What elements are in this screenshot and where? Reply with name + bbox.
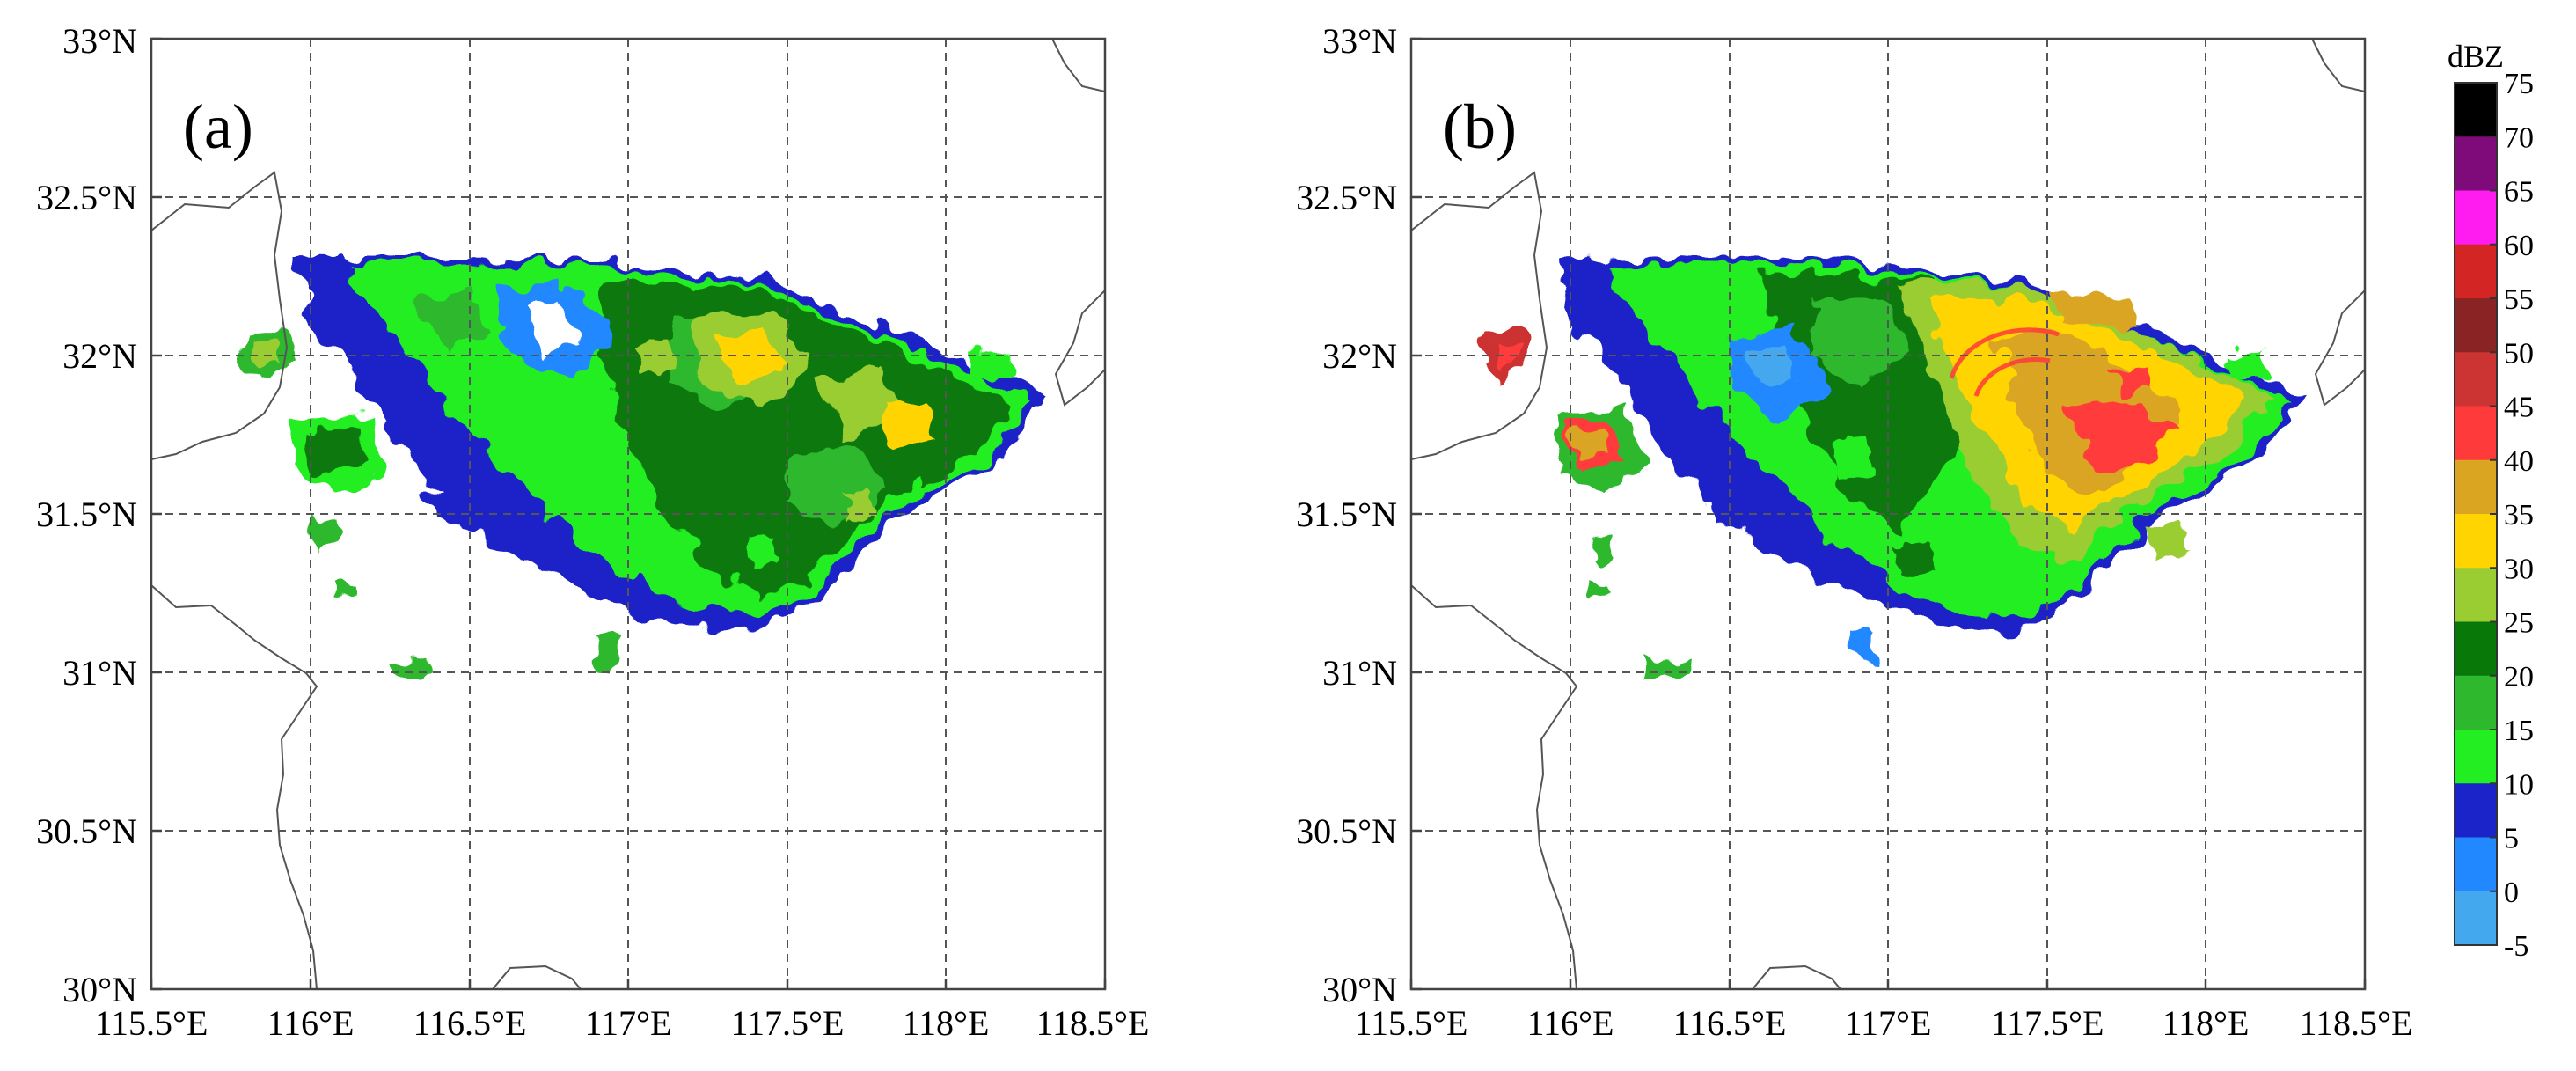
panel-a-xtick: 116°E — [267, 1003, 355, 1043]
colorbar-tick-label: 75 — [2504, 68, 2534, 100]
colorbar-title: dBZ — [2448, 39, 2504, 74]
panel-a: (a) 115.5°E 116°E 116.5°E 117°E 117.5°E … — [36, 21, 1149, 1043]
panel-a-xtick: 116.5°E — [413, 1003, 527, 1043]
colorbar-swatch — [2455, 675, 2497, 730]
panel-a-xtick: 118.5°E — [1036, 1003, 1150, 1043]
panel-a-boundaries — [151, 39, 1105, 989]
colorbar-tick-label: 30 — [2504, 553, 2534, 585]
panel-b-xtick: 118.5°E — [2300, 1003, 2413, 1043]
colorbar-tick-label: 70 — [2504, 121, 2534, 154]
panel-b-boundaries — [1411, 39, 2365, 989]
panel-a-ytick: 32°N — [62, 336, 137, 376]
colorbar-tick-label: 20 — [2504, 661, 2534, 693]
colorbar-swatch — [2455, 190, 2497, 246]
panel-a-xtick: 118°E — [903, 1003, 990, 1043]
colorbar-swatch — [2455, 568, 2497, 622]
colorbar-swatch — [2455, 136, 2497, 191]
panel-a-ytick: 30.5°N — [36, 811, 137, 851]
colorbar-swatch — [2455, 244, 2497, 299]
colorbar-tick-label: 25 — [2504, 607, 2534, 640]
colorbar-tick-label: 0 — [2504, 877, 2519, 909]
colorbar-tick-label: -5 — [2504, 930, 2528, 963]
colorbar-swatch — [2455, 514, 2497, 569]
panel-a-ytick: 30°N — [62, 970, 137, 1009]
colorbar-swatches — [2455, 83, 2497, 946]
colorbar-swatch — [2455, 783, 2497, 838]
panel-b-ytick: 31.5°N — [1296, 495, 1397, 534]
colorbar-tick-label: 60 — [2504, 230, 2534, 262]
panel-b-ytick: 30°N — [1322, 970, 1397, 1009]
colorbar-tick-label: 40 — [2504, 445, 2534, 478]
colorbar-swatch — [2455, 837, 2497, 892]
panel-b-ytick: 33°N — [1322, 21, 1397, 61]
panel-a-ytick: 31.5°N — [36, 495, 137, 534]
panel-b-xtick: 115.5°E — [1355, 1003, 1468, 1043]
colorbar-swatch — [2455, 730, 2497, 784]
panel-b-xtick: 117°E — [1845, 1003, 1932, 1043]
colorbar-swatch — [2455, 459, 2497, 515]
panel-b-xtick: 118°E — [2163, 1003, 2250, 1043]
colorbar-swatch — [2455, 298, 2497, 353]
colorbar-tick-label: 5 — [2504, 823, 2519, 855]
colorbar-swatch — [2455, 352, 2497, 407]
panel-a-ytick: 31°N — [62, 653, 137, 693]
colorbar-tick-label: 45 — [2504, 392, 2534, 424]
colorbar-tick-label: 15 — [2504, 715, 2534, 747]
panel-a-label: (a) — [183, 92, 253, 162]
colorbar-tick-label: 50 — [2504, 337, 2534, 370]
colorbar-swatch — [2455, 83, 2497, 137]
colorbar-swatch — [2455, 406, 2497, 461]
panel-a-ytick: 32.5°N — [36, 178, 137, 217]
panel-b: (b) 115.5°E 116°E 116.5°E 117°E 117.5°E … — [1296, 21, 2412, 1043]
colorbar-swatch — [2455, 891, 2497, 946]
panel-b-ytick: 30.5°N — [1296, 811, 1397, 851]
colorbar-tick-label: 35 — [2504, 499, 2534, 532]
panel-b-tick-marks — [1409, 37, 2367, 991]
panel-b-label: (b) — [1443, 92, 1517, 162]
panel-a-grid — [151, 39, 1105, 989]
colorbar-tick-label: 65 — [2504, 176, 2534, 209]
panel-b-grid — [1411, 39, 2365, 989]
panel-b-ytick: 31°N — [1322, 653, 1397, 693]
panel-b-radar-field — [1482, 257, 2303, 676]
panel-a-xtick: 115.5°E — [95, 1003, 209, 1043]
panel-b-ytick: 32.5°N — [1296, 178, 1397, 217]
colorbar-swatch — [2455, 621, 2497, 677]
panel-a-xtick: 117°E — [585, 1003, 672, 1043]
panel-b-xtick: 116.5°E — [1673, 1003, 1787, 1043]
colorbar-tick-label: 55 — [2504, 283, 2534, 316]
colorbar-tick-label: 10 — [2504, 768, 2534, 801]
panel-b-xtick: 117.5°E — [1991, 1003, 2104, 1043]
panel-a-tick-marks — [150, 37, 1107, 991]
panel-a-xtick: 117.5°E — [731, 1003, 845, 1043]
panel-a-radar-field — [238, 257, 1043, 676]
panel-a-ytick: 33°N — [62, 21, 137, 61]
panel-b-ytick: 32°N — [1322, 336, 1397, 376]
panel-b-xtick: 116°E — [1527, 1003, 1614, 1043]
